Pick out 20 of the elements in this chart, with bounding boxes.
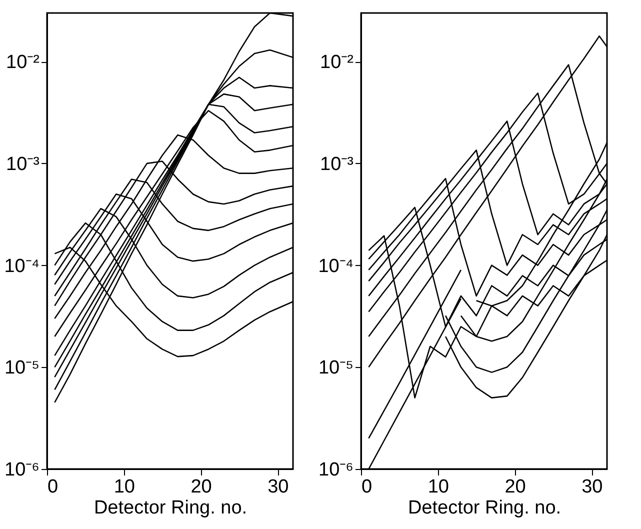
x-tick-label: 0 bbox=[362, 476, 372, 498]
x-tick-label: 30 bbox=[582, 476, 603, 498]
x-axis-title: Detector Ring. no. bbox=[94, 498, 248, 518]
y-tick-label: 10⁻³ bbox=[320, 154, 354, 175]
y-tick-label: 10⁻² bbox=[320, 52, 354, 74]
y-tick-label: 10⁻⁶ bbox=[318, 460, 354, 480]
y-tick-label: 10⁻³ bbox=[6, 154, 40, 175]
y-tick-label: 10⁻⁴ bbox=[318, 256, 354, 277]
x-tick-label: 20 bbox=[190, 476, 212, 498]
x-tick-label: 0 bbox=[48, 476, 58, 498]
y-tick-label: 10⁻⁵ bbox=[318, 358, 354, 379]
x-tick-label: 10 bbox=[428, 476, 449, 498]
x-tick-label: 10 bbox=[114, 476, 135, 498]
y-tick-label: 10⁻⁶ bbox=[4, 460, 40, 480]
y-tick-label: 10⁻² bbox=[6, 52, 40, 74]
x-tick-label: 20 bbox=[504, 476, 526, 498]
x-axis-title: Detector Ring. no. bbox=[408, 498, 562, 518]
y-tick-label: 10⁻⁴ bbox=[4, 256, 40, 277]
x-tick-label: 30 bbox=[268, 476, 289, 498]
y-tick-label: 10⁻⁵ bbox=[4, 358, 40, 379]
